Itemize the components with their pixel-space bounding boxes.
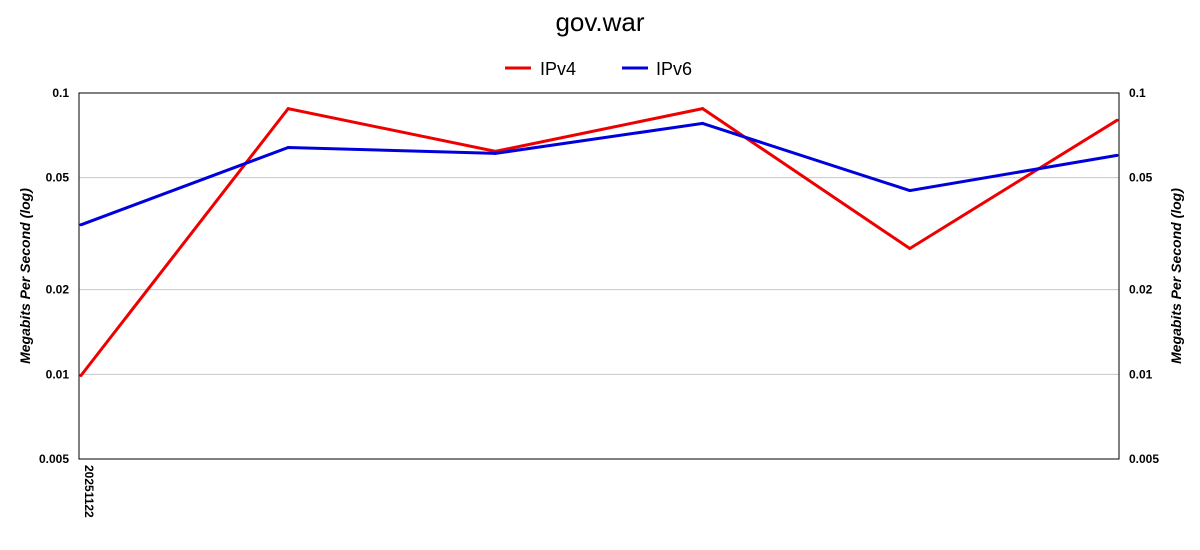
y-tick-left: 0.005 [39,452,69,466]
series-line-ipv6 [80,121,1118,227]
legend: IPv4 IPv6 [505,59,692,79]
legend-label-ipv6: IPv6 [656,59,692,79]
y-tick-right: 0.01 [1129,367,1153,381]
data-point-ipv6 [1115,153,1119,157]
legend-label-ipv4: IPv4 [540,59,576,79]
data-point-ipv4 [1115,118,1119,122]
y-axis-label-right: Megabits Per Second (log) [1168,188,1184,364]
data-point-ipv4 [286,107,290,111]
plot-frame [78,92,1120,460]
data-point-ipv4 [79,374,83,378]
data-point-ipv6 [79,223,83,227]
y-tick-left: 0.1 [52,86,69,100]
axis-ticks: 0.1 0.1 0.05 0.05 0.02 0.02 0.01 0.01 0.005 0.005… [39,86,1159,518]
y-tick-right: 0.1 [1129,86,1146,100]
y-axis-label-left: Megabits Per Second (log) [17,188,33,364]
grid-lines [79,92,1119,460]
y-tick-right: 0.02 [1129,283,1153,297]
data-point-ipv6 [701,121,705,125]
data-point-ipv6 [286,146,290,150]
y-tick-left: 0.01 [46,367,70,381]
x-tick-label: 20251122 [82,465,96,518]
series-lines [79,106,1119,378]
y-tick-right: 0.005 [1129,452,1159,466]
data-point-ipv4 [908,247,912,251]
y-tick-left: 0.02 [46,283,70,297]
series-line-ipv4 [79,106,1118,377]
chart-title: gov.war [555,7,644,37]
y-tick-left: 0.05 [46,171,70,185]
y-tick-right: 0.05 [1129,171,1153,185]
data-point-ipv6 [493,151,497,155]
data-point-ipv6 [908,189,912,193]
data-point-ipv4 [701,107,705,111]
